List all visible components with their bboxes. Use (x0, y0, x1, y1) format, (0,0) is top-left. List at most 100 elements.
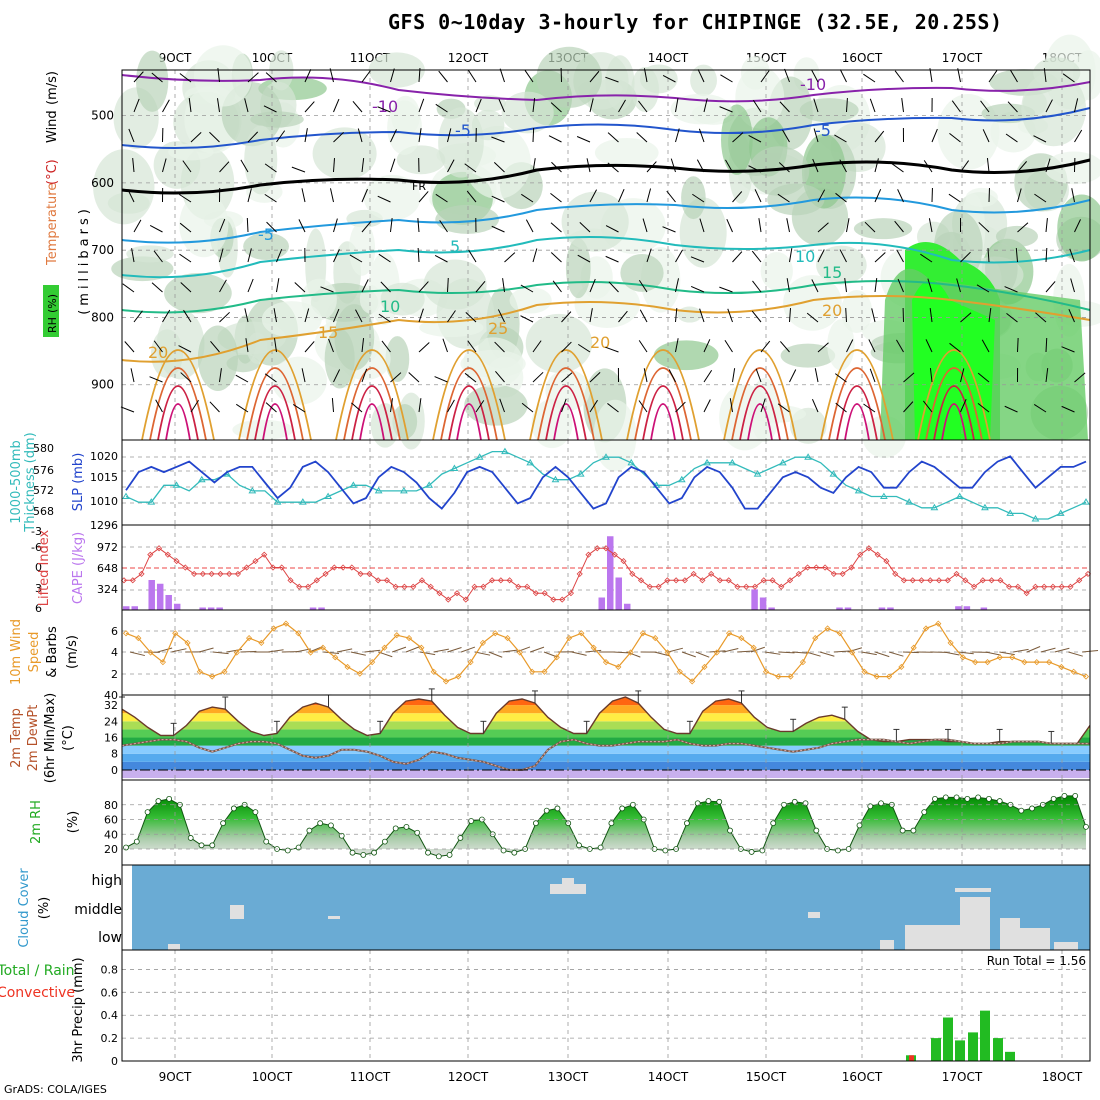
wind-barb (719, 286, 733, 293)
wind-barb (188, 98, 192, 113)
wind-barb (378, 313, 391, 323)
lifted-index-marker (199, 570, 206, 577)
wind-barb (292, 404, 306, 413)
wind-speed-marker (159, 659, 166, 666)
wind-barb (786, 218, 790, 233)
wind-barb (263, 105, 277, 113)
surface-temperature-contour (440, 367, 498, 441)
lifted-index-marker (304, 583, 312, 590)
wind-barb (786, 278, 790, 293)
rh-marker (899, 827, 906, 834)
wind-barb (835, 402, 847, 413)
cape-bar (607, 536, 614, 610)
lifted-index-marker (138, 570, 145, 577)
rh-marker (1083, 823, 1089, 830)
rh-marker (543, 807, 550, 814)
wind-barb (719, 106, 733, 113)
wind-speed-marker (122, 630, 130, 637)
wind-speed-marker (221, 668, 228, 675)
lifted-index-marker (997, 577, 1004, 584)
lifted-index-marker (217, 570, 224, 577)
cape-bar (207, 607, 215, 610)
wind-barb (612, 651, 629, 654)
wind-speed-marker (762, 668, 770, 675)
wind-speed-marker (184, 639, 191, 646)
wind-barb (524, 70, 534, 83)
wind-speed-marker (1082, 673, 1090, 680)
wind-barb (333, 131, 344, 143)
surface-temperature-contour (739, 385, 781, 441)
thickness-marker (450, 464, 459, 471)
wind-barb (532, 98, 536, 113)
wind-barb (896, 339, 904, 353)
cape-bar (751, 589, 758, 610)
wind-barb (949, 133, 961, 143)
wind-barb (929, 308, 933, 323)
lifted-index-marker (269, 564, 277, 571)
wind-barb (695, 651, 710, 658)
wind-barb (789, 369, 797, 383)
slp-line (125, 455, 1087, 510)
wind-barb (638, 400, 648, 413)
wind-barb (1061, 405, 1075, 413)
precip-bar (980, 1010, 990, 1061)
precip-bar (1005, 1051, 1015, 1061)
thickness-marker (854, 486, 863, 494)
lifted-index-marker (865, 545, 872, 552)
wind-barb (235, 374, 249, 383)
rh-marker (446, 852, 453, 858)
wind-barb (131, 248, 135, 263)
rh-shading (720, 104, 753, 175)
cape-tick-label: 324 (97, 583, 118, 596)
lifted-index-marker (313, 577, 320, 584)
wind-barb (405, 646, 420, 653)
wind-barb (333, 369, 341, 383)
rh-tick-label: 60 (104, 814, 118, 827)
wind-barb (817, 189, 826, 203)
bottom-xtick-label: 13OCT (548, 1070, 589, 1084)
wind-speed-marker (455, 673, 462, 680)
wind-barb (1017, 161, 1028, 173)
wind-barb (835, 192, 847, 203)
wind-barb (418, 308, 424, 323)
wind-barb (130, 368, 135, 383)
wind-barb (643, 368, 648, 383)
rh-marker (306, 827, 313, 834)
wind-barb (1068, 651, 1083, 657)
wind-barb (863, 403, 876, 413)
precip-bar (931, 1038, 941, 1061)
wind-barb (323, 651, 340, 655)
wind-barb (811, 398, 819, 413)
wind-barb (636, 132, 648, 143)
wind-barb (390, 129, 397, 143)
rh-shading (435, 204, 499, 234)
run-total-label: Run Total = 1.56 (987, 954, 1086, 968)
surface-temperature-contour (343, 367, 401, 441)
lifted-index-marker (620, 558, 627, 565)
wind-barb (304, 69, 312, 83)
rh-marker (781, 801, 787, 808)
lifted-index-marker (1032, 583, 1039, 590)
wind-barb (1061, 346, 1075, 353)
wind-speed-marker (381, 644, 388, 651)
wind-barb (638, 280, 648, 293)
wind-barb (219, 279, 227, 293)
lifted-index-marker (147, 551, 154, 558)
wind-speed-marker (750, 644, 757, 651)
rh-label-group: 2m RH (%) (29, 800, 81, 844)
rh-marker (791, 798, 798, 805)
cape-bar (199, 607, 206, 610)
cape-bar (623, 603, 631, 610)
wind-barb (813, 98, 819, 113)
thickness-marker (324, 492, 332, 500)
surface-temperature-contour (157, 385, 199, 441)
lifted-index-marker (392, 583, 399, 590)
pressure-tick-label: 500 (91, 109, 114, 123)
lifted-index-marker (1006, 583, 1013, 590)
wind-barb (350, 651, 366, 656)
wind-barb (723, 648, 739, 653)
rh-legend-swatch (43, 285, 59, 337)
wind-speed-marker (369, 659, 376, 666)
wind-barb (464, 163, 477, 173)
wind-barb (608, 281, 619, 293)
